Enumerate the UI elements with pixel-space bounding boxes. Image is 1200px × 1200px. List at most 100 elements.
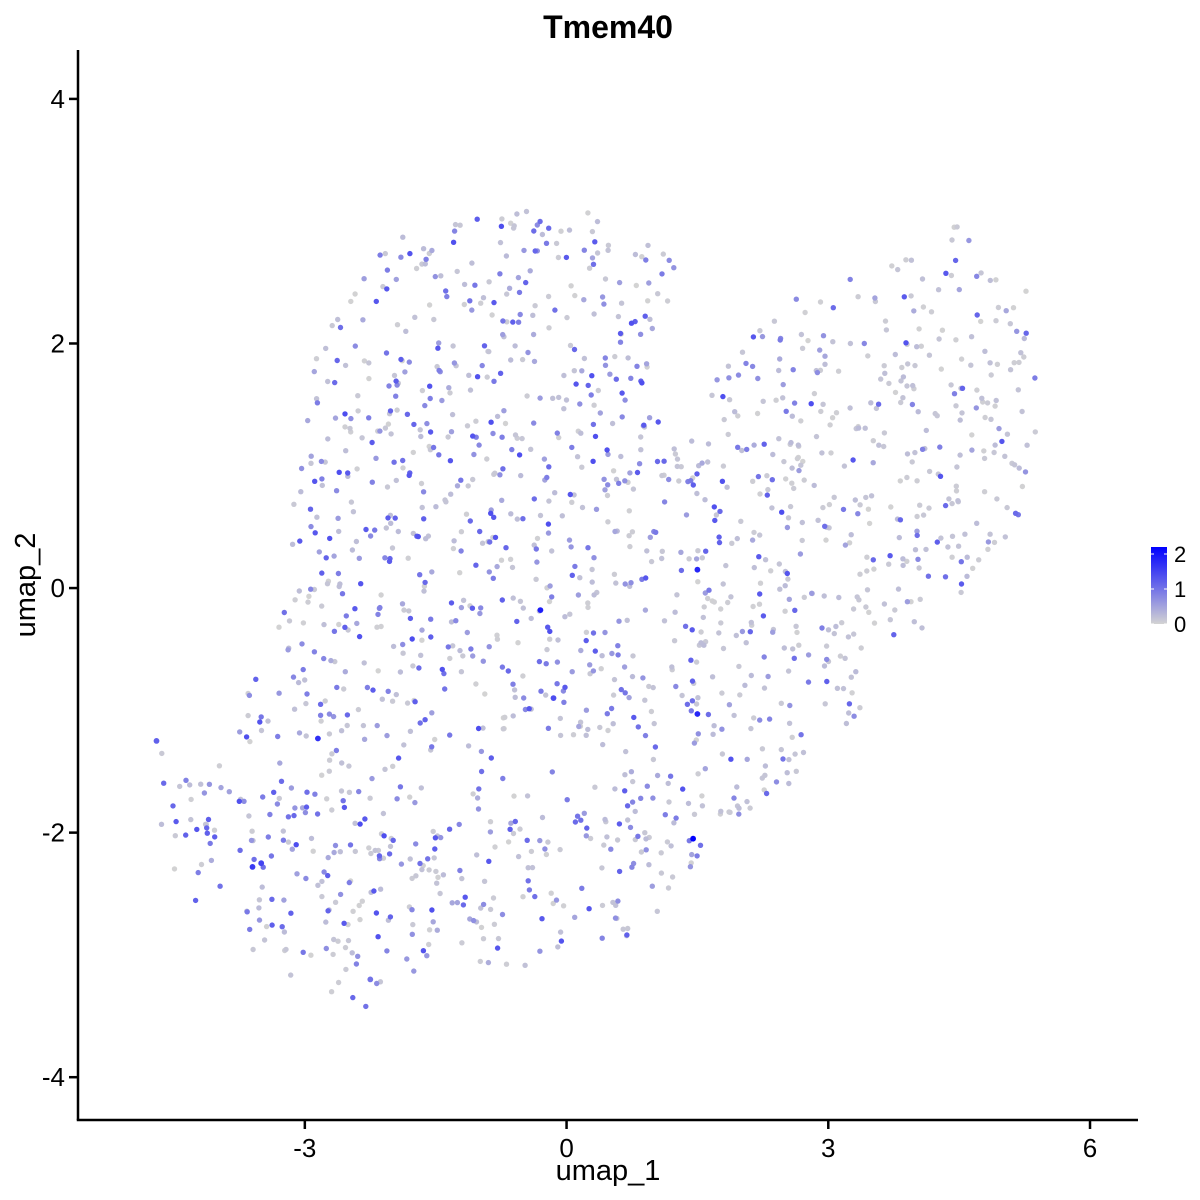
cell-point (718, 606, 724, 612)
cell-point (646, 862, 652, 868)
cell-point (916, 565, 922, 571)
cell-point (671, 446, 677, 452)
cell-point (611, 571, 618, 577)
cell-point (448, 619, 455, 625)
cell-point (958, 559, 964, 565)
cell-point (547, 628, 553, 635)
cell-point (448, 429, 455, 435)
cell-point (866, 520, 873, 527)
cell-point (497, 271, 503, 277)
cell-point (943, 270, 949, 276)
cell-point (789, 480, 795, 486)
cell-point (981, 448, 987, 454)
cell-point (1023, 330, 1029, 336)
cell-point (487, 829, 494, 835)
cell-point (649, 883, 655, 889)
cell-point (291, 812, 297, 819)
cell-point (542, 846, 548, 852)
cell-point (781, 645, 787, 651)
cell-point (421, 588, 427, 594)
cell-point (492, 470, 498, 476)
cell-point (418, 433, 424, 440)
cell-point (515, 274, 522, 281)
cell-point (993, 277, 999, 283)
cell-point (883, 327, 890, 333)
cell-point (442, 686, 448, 692)
cell-point (344, 712, 351, 718)
cell-point (312, 478, 318, 484)
cell-point (567, 491, 573, 498)
cell-point (426, 941, 432, 948)
cell-point (786, 780, 792, 787)
cell-point (819, 450, 825, 456)
cell-point (734, 535, 740, 542)
cell-point (393, 691, 399, 698)
cell-point (422, 579, 428, 586)
cell-point (616, 279, 623, 286)
cell-point (334, 357, 340, 364)
cell-point (613, 376, 619, 382)
cell-point (447, 390, 453, 396)
cell-point (346, 763, 352, 769)
cell-point (1002, 534, 1008, 540)
cell-point (447, 732, 453, 738)
cell-point (1012, 510, 1019, 516)
cell-point (757, 532, 763, 538)
cell-point (289, 541, 296, 547)
cell-point (438, 834, 444, 841)
cell-point (747, 805, 753, 811)
cell-point (822, 701, 828, 707)
cell-point (666, 799, 672, 805)
cell-point (276, 690, 282, 696)
cell-point (241, 798, 247, 804)
cell-point (342, 944, 349, 951)
cell-point (531, 228, 537, 234)
cell-point (512, 818, 518, 825)
cell-point (870, 438, 876, 444)
cell-point (507, 556, 514, 562)
cell-point (451, 360, 458, 366)
cell-point (451, 538, 457, 544)
cell-point (959, 410, 965, 416)
cell-point (949, 533, 956, 539)
cell-point (865, 506, 872, 512)
cell-point (579, 368, 585, 374)
cell-point (665, 885, 672, 891)
cell-point (795, 442, 801, 448)
cell-point (912, 362, 918, 369)
cell-point (423, 256, 429, 262)
cell-point (726, 702, 733, 708)
cell-point (331, 628, 338, 634)
cell-point (500, 726, 506, 732)
cell-point (578, 647, 584, 654)
cell-point (882, 318, 889, 324)
cell-point (789, 734, 795, 740)
cell-point (737, 692, 743, 698)
cell-point (487, 906, 494, 913)
cell-point (734, 784, 740, 790)
cell-point (464, 629, 470, 636)
cell-point (1021, 335, 1027, 342)
cell-point (421, 516, 427, 522)
cell-point (590, 458, 596, 464)
cell-point (462, 894, 468, 900)
cell-point (346, 879, 352, 886)
cell-point (672, 609, 678, 615)
cell-point (710, 731, 716, 737)
cell-point (265, 834, 271, 840)
cell-point (564, 314, 570, 321)
cell-point (457, 647, 463, 654)
x-axis-title: umap_1 (556, 1155, 661, 1187)
cell-point (757, 328, 763, 334)
cell-point (343, 966, 349, 973)
cell-point (873, 405, 880, 412)
cell-point (312, 530, 318, 536)
cell-point (780, 381, 786, 388)
cell-point (605, 727, 611, 734)
cell-point (508, 357, 514, 363)
cell-point (592, 239, 598, 245)
cell-point (361, 660, 367, 666)
cell-point (671, 265, 677, 271)
cell-point (434, 880, 440, 886)
cell-point (437, 890, 443, 897)
